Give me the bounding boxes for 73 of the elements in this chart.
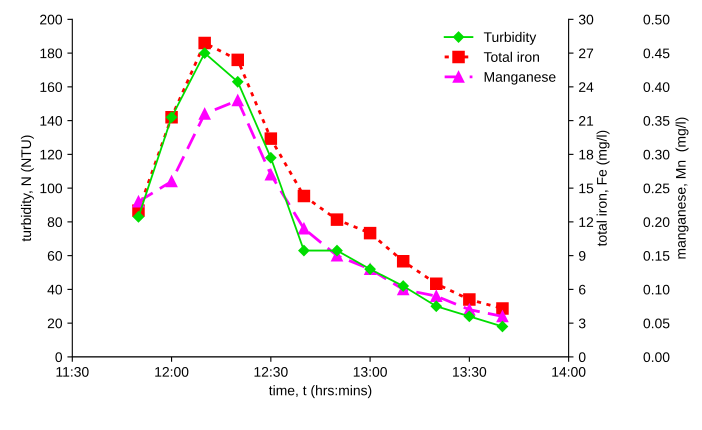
point [298,244,310,256]
point [298,190,310,202]
y3-tick-label: 0.15 [644,250,670,261]
y3-tick-label: 0.40 [644,82,670,92]
y2-tick-label: 3 [578,318,586,328]
point [265,152,276,164]
legend-label: Total iron [484,52,539,62]
y3-tick-label: 0.35 [644,116,670,126]
point [364,226,376,240]
legend-label: Manganese [484,72,556,85]
point [166,175,178,188]
x-tick-label: 13:30 [453,366,486,377]
x-tick-label: 12:30 [254,366,288,377]
point [132,211,144,222]
legend-label: Turbidity [484,32,536,45]
y3-tick-label: 0.10 [644,284,670,295]
y3-axis-title: manganese, Mn (mg/l) [676,118,688,259]
y-tick-label: 180 [40,48,62,58]
y2-tick-label: 9 [578,250,586,261]
y-tick-label: 40 [47,284,62,295]
y-tick-label: 200 [40,14,62,25]
point [298,222,310,235]
point [396,255,410,268]
y-tick-label: 0 [55,352,62,362]
y2-tick-label: 24 [579,82,594,92]
y3-tick-label: 0.25 [644,183,670,194]
y-tick-label: 80 [48,217,62,228]
x-axis-title: time, t (hrs:mins) [268,385,372,398]
y2-tick-label: 6 [579,284,586,295]
point [463,293,476,306]
point [496,310,508,322]
point [264,132,278,145]
x-tick-label: 12:00 [155,366,188,377]
y2-tick-label: 12 [579,217,594,227]
y-tick-label: 100 [40,183,62,194]
y2-tick-label: 21 [579,116,594,126]
y-axis-title: turbidity, N (NTU) [20,135,34,242]
point [430,278,443,290]
point [331,244,343,256]
y-tick-label: 140 [40,116,62,126]
y2-axis-title: total iron, Fe (mg/l) [596,130,610,246]
point [264,168,277,181]
point [330,213,344,226]
y2-tick-label: 27 [579,48,594,58]
y3-tick-label: 0.30 [644,150,670,160]
y-tick-label: 120 [40,150,62,160]
x-tick-label: 11:30 [56,366,89,377]
point [464,310,475,322]
point [398,280,409,292]
y2-tick-label: 15 [579,184,594,194]
point [430,300,442,312]
x-tick-label: 14:00 [552,366,586,377]
y-tick-label: 60 [48,250,62,261]
y3-tick-label: 0.45 [644,48,670,58]
point [231,54,244,66]
point [232,76,244,88]
x-tick-label: 13:00 [354,366,387,377]
point [430,290,442,302]
y2-tick-label: 30 [578,14,594,25]
point [132,196,144,208]
y-tick-label: 20 [48,318,62,328]
point [232,94,244,106]
y3-tick-label: 0.00 [644,352,670,362]
point [198,108,211,120]
y3-tick-label: 0.05 [644,318,670,328]
y2-tick-label: 18 [579,150,594,160]
point [199,48,210,59]
y2-tick-label: 0 [578,352,586,362]
y-tick-label: 160 [40,82,62,92]
point [198,36,211,50]
y3-tick-label: 0.20 [644,217,670,228]
y3-tick-label: 0.50 [644,14,670,25]
point [496,320,508,332]
